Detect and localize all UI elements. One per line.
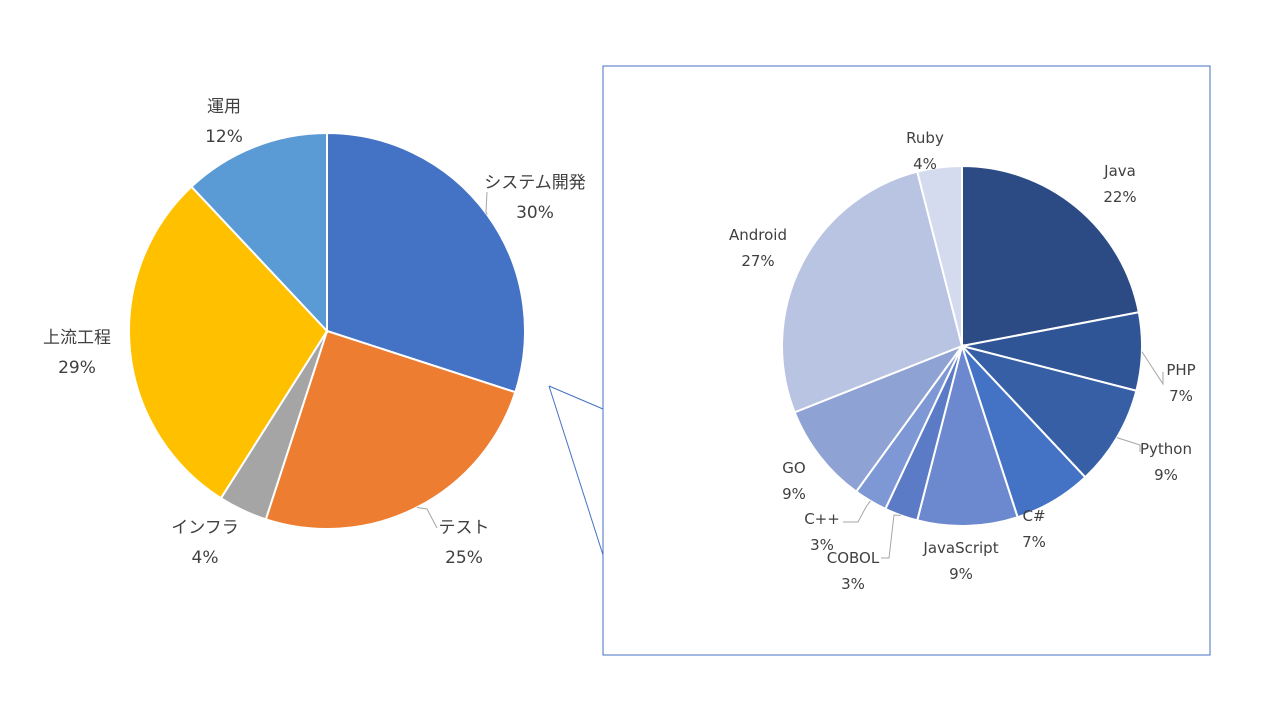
detail-category-label-c: C++	[804, 510, 840, 528]
detail-category-label-android: Android	[729, 226, 787, 244]
main-slice-item-1	[264, 329, 517, 530]
detail-leader-php	[1141, 351, 1164, 386]
connector-line-top	[548, 385, 604, 410]
detail-slice-go	[793, 343, 965, 494]
detail-category-label-cobol: COBOL	[827, 549, 880, 567]
breakout-frame	[602, 65, 1211, 656]
main-category-label-item-3: 上流工程	[43, 328, 111, 348]
detail-value-label-java: 22%	[1103, 188, 1136, 206]
connector-line-bottom	[548, 385, 604, 556]
detail-category-label-java: Java	[1103, 162, 1136, 180]
main-slice-item-4	[190, 131, 328, 334]
detail-value-label-android: 27%	[741, 252, 774, 270]
detail-value-label-ruby: 4%	[913, 155, 937, 173]
detail-value-label-cobol: 3%	[841, 575, 865, 593]
breakout-connector	[548, 65, 1211, 656]
detail-value-label-c: 3%	[810, 536, 834, 554]
detail-leader-cobol	[881, 514, 902, 559]
main-value-label-item-1: 25%	[445, 548, 483, 568]
detail-value-label-go: 9%	[782, 485, 806, 503]
main-value-label-item-4: 12%	[205, 127, 243, 147]
main-category-label-item-2: インフラ	[171, 518, 239, 538]
detail-category-label-go: GO	[782, 459, 805, 477]
detail-value-label-javascript: 9%	[949, 565, 973, 583]
main-leader-item-1	[416, 506, 438, 529]
main-slice-item-3	[128, 185, 329, 500]
detail-value-label-php: 7%	[1169, 387, 1193, 405]
detail-category-label-php: PHP	[1166, 361, 1195, 379]
detail-slice-android	[781, 170, 964, 414]
main-value-label-item-3: 29%	[58, 358, 96, 378]
detail-category-label-python: Python	[1140, 440, 1192, 458]
detail-slice-ruby	[916, 164, 963, 347]
detail-leader-python	[1116, 437, 1141, 452]
detail-category-label-javascript: JavaScript	[922, 539, 998, 557]
main-value-label-item-2: 4%	[192, 548, 219, 568]
detail-slice-java	[961, 164, 1140, 348]
detail-leader-c	[843, 500, 871, 523]
detail-value-label-python: 9%	[1154, 466, 1178, 484]
main-leader-item-0	[485, 191, 488, 215]
detail-pie: Java 22% PHP 7% Python 9% C# 7% JavaScript 9% COBO…	[729, 129, 1196, 593]
detail-category-label-c: C#	[1022, 507, 1045, 525]
main-slice-item-0	[326, 131, 526, 394]
main-category-label-item-1: テスト	[439, 518, 490, 538]
main-category-label-item-4: 運用	[207, 97, 241, 117]
detail-category-label-ruby: Ruby	[906, 129, 944, 147]
detail-slice-javascript	[916, 342, 1019, 527]
detail-value-label-c: 7%	[1022, 533, 1046, 551]
main-category-label-item-0: システム開発	[484, 173, 586, 193]
main-value-label-item-0: 30%	[516, 203, 554, 223]
main-pie: システム開発 30% テスト 25% インフラ 4% 上流工程 29% 運用 12%	[43, 97, 586, 568]
